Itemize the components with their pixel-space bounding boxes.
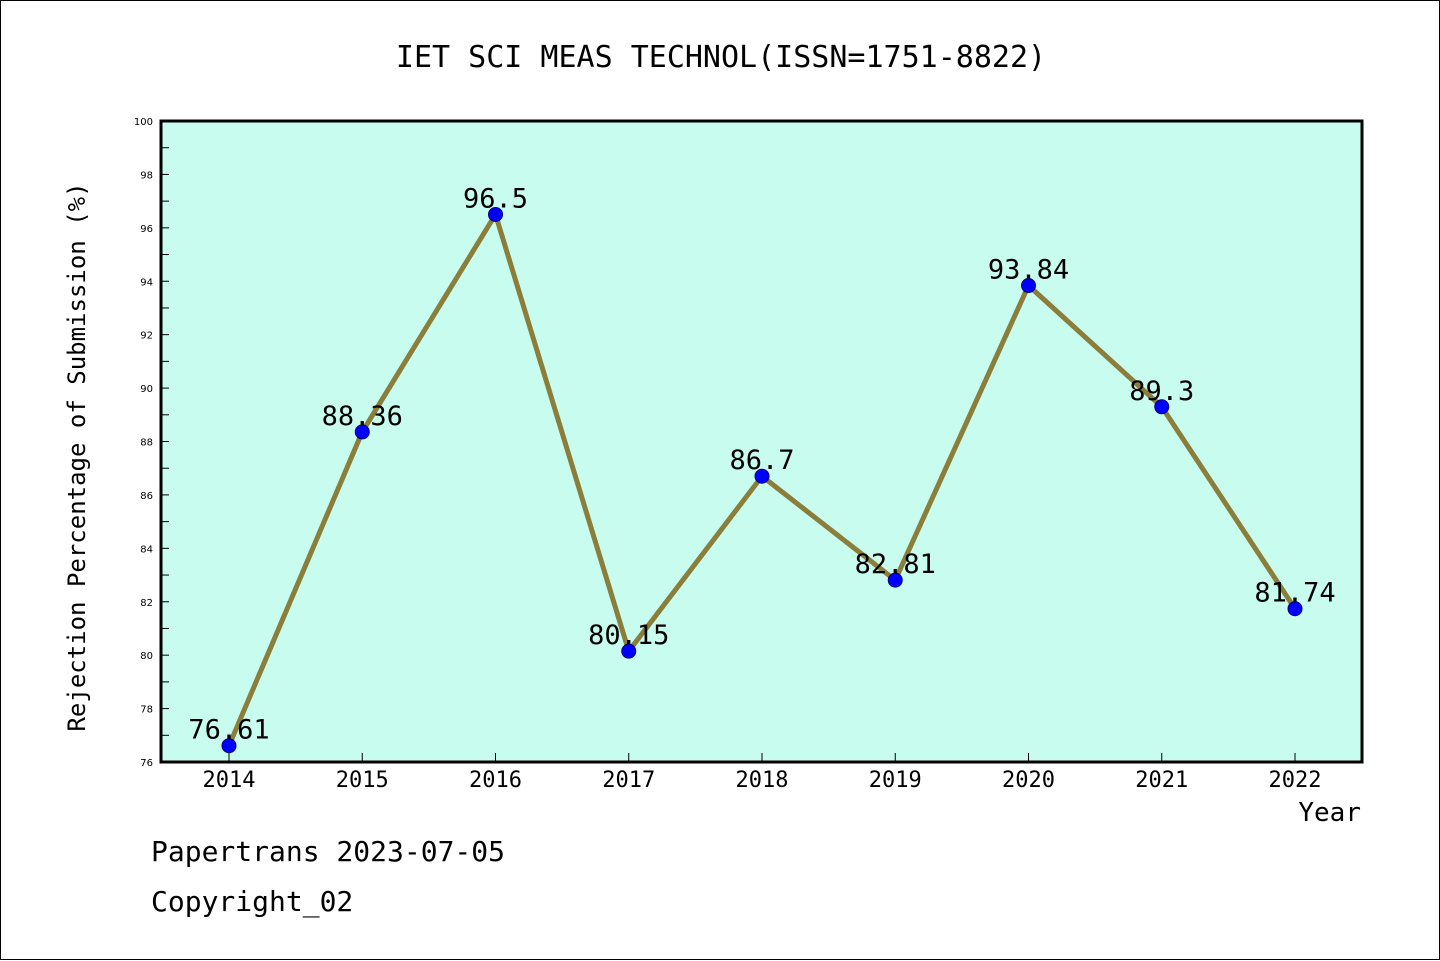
data-value-label: 88.36 <box>322 401 403 432</box>
x-axis-ticks: 2014 2015 2016 2017 2018 2019 2020 2021 2022 <box>203 753 1322 793</box>
data-point-marker <box>354 424 370 440</box>
data-value-label: 76.61 <box>188 715 269 746</box>
y-tick-label: 82 <box>140 598 153 609</box>
data-point-marker <box>221 738 237 754</box>
x-tick-label: 2016 <box>469 768 522 793</box>
footer-date-text: Papertrans 2023-07-05 <box>151 835 506 868</box>
y-tick-label: 78 <box>140 705 153 716</box>
footer-copyright-text: Copyright_02 <box>151 885 354 918</box>
x-tick-label: 2015 <box>336 768 389 793</box>
x-tick-label: 2022 <box>1269 768 1322 793</box>
y-tick-label: 84 <box>140 544 153 555</box>
data-point-marker <box>488 206 503 222</box>
data-value-label: 93.84 <box>988 255 1069 286</box>
data-point-marker <box>887 572 903 588</box>
y-axis-ticks: 76 78 80 82 84 86 88 90 92 94 96 98 100 <box>134 117 169 769</box>
x-tick-label: 2017 <box>602 768 655 793</box>
y-tick-label: 94 <box>140 277 153 288</box>
y-tick-label: 96 <box>140 224 153 235</box>
y-tick-label: 90 <box>140 384 153 395</box>
y-tick-label: 76 <box>140 758 153 769</box>
x-tick-label: 2021 <box>1135 768 1188 793</box>
data-point-marker <box>1154 399 1170 415</box>
data-point-marker <box>1021 278 1036 294</box>
y-axis-label: Rejection Percentage of Submission (%) <box>63 182 91 731</box>
data-labels: 76.61 88.36 96.5 80.15 86.7 82.81 93.84 89.3 81.… <box>188 183 1335 745</box>
data-markers <box>221 206 1303 754</box>
y-tick-label: 92 <box>140 331 153 342</box>
plot-area <box>159 119 1364 764</box>
x-tick-label: 2019 <box>869 768 922 793</box>
y-tick-label: 88 <box>140 438 153 449</box>
data-point-marker <box>1287 601 1303 617</box>
x-tick-label: 2014 <box>203 768 256 793</box>
x-tick-label: 2020 <box>1002 768 1055 793</box>
data-value-label: 80.15 <box>588 620 669 651</box>
data-value-label: 89.3 <box>1129 376 1194 407</box>
data-value-label: 82.81 <box>855 549 936 580</box>
data-point-marker <box>621 643 637 659</box>
y-tick-label: 80 <box>140 651 153 662</box>
chart-title: IET SCI MEAS TECHNOL(ISSN=1751-8822) <box>396 40 1046 75</box>
data-value-label: 86.7 <box>729 445 794 476</box>
data-point-marker <box>754 468 770 484</box>
x-axis-label: Year <box>1298 798 1361 828</box>
data-value-label: 81.74 <box>1254 578 1335 609</box>
y-tick-label: 100 <box>134 117 153 128</box>
y-tick-label: 86 <box>140 491 153 502</box>
y-tick-label: 98 <box>140 170 153 181</box>
data-value-label: 96.5 <box>463 183 528 214</box>
x-tick-label: 2018 <box>736 768 789 793</box>
